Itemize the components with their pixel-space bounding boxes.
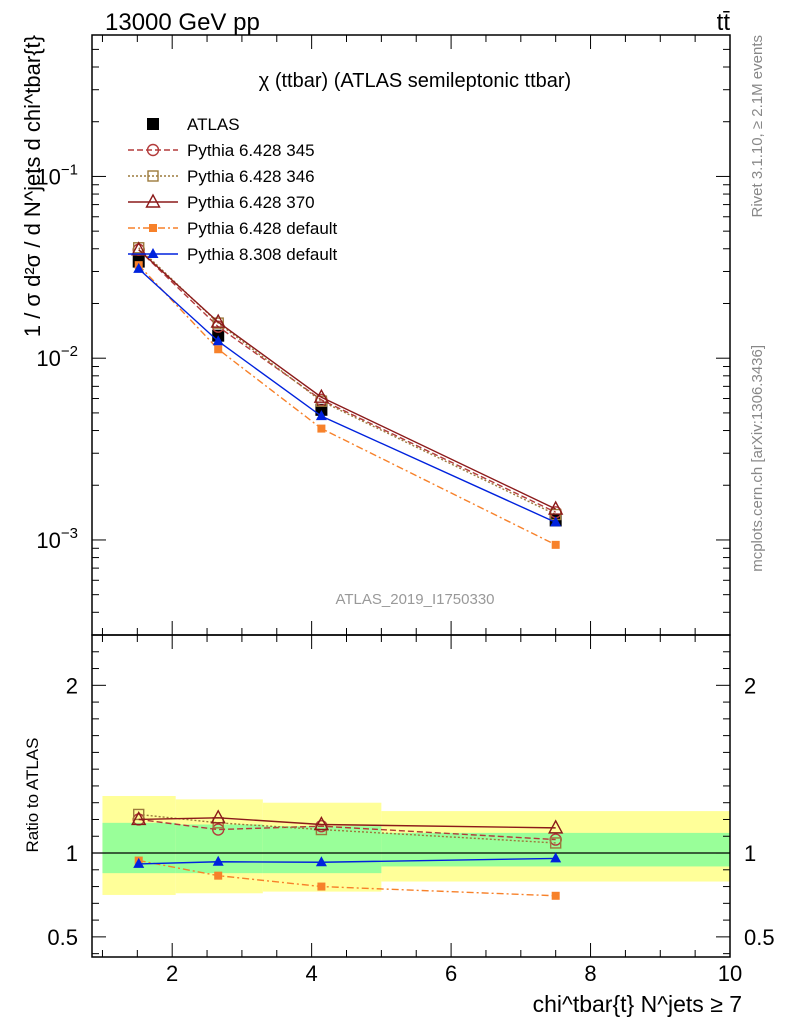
legend-item-pythia-6-428-346: Pythia 6.428 346 [128, 167, 315, 186]
legend-marker [147, 248, 159, 258]
y-tick-label: 10−3 [36, 525, 78, 553]
main-series-line-pythia-6-428-345 [138, 249, 556, 513]
y-tick-label: 10−2 [36, 343, 78, 371]
ratio-point-pythia-6-428-default [214, 871, 223, 880]
main-point-pythia-6-428-default [317, 424, 326, 433]
ratio-y-axis-label: Ratio to ATLAS [23, 738, 42, 853]
source-label: mcplots.cern.ch [arXiv:1306.3436] [749, 345, 766, 572]
legend-item-pythia-6-428-default: Pythia 6.428 default [128, 219, 338, 238]
ratio-point-pythia-8-308-default [315, 856, 327, 867]
x-tick-label: 2 [166, 961, 178, 986]
y-tick-label-right: 2 [744, 673, 756, 698]
main-point-pythia-6-428-346 [315, 395, 328, 407]
legend-marker [147, 170, 159, 182]
x-tick-label: 10 [718, 961, 742, 986]
ratio-point-pythia-6-428-370 [313, 816, 330, 831]
ratio-panel-ticks: 2 4 6 8 100.5 0.51 12 2 [47, 635, 775, 986]
y-tick-label: 0.5 [47, 925, 78, 950]
legend-marker [147, 118, 159, 130]
legend-item-pythia-6-428-370: Pythia 6.428 370 [128, 193, 315, 212]
legend-item-pythia-6-428-345: Pythia 6.428 345 [128, 141, 315, 160]
main-y-axis-label: 1 / σ d²σ / d N^jets d chi^tbar{t} [20, 35, 45, 337]
main-panel-ticks: 10−310−210−1 [36, 35, 731, 636]
main-point-pythia-6-428-370 [131, 241, 147, 256]
header-energy-label: 13000 GeV pp [105, 9, 260, 36]
ratio-series-line-pythia-8-308-default [138, 857, 556, 865]
main-point-pythia-8-308-default [133, 262, 145, 273]
ratio-point-pythia-6-428-345 [212, 823, 225, 836]
y-tick-label: 1 [66, 841, 78, 866]
y-tick-label-right: 1 [744, 841, 756, 866]
ratio-panel-frame [91, 634, 731, 958]
main-point-pythia-6-428-370 [210, 313, 226, 328]
main-point-pythia-6-428-370 [313, 388, 330, 403]
ratio-series-line-pythia-6-428-default [138, 859, 556, 897]
ratio-point-pythia-8-308-default [133, 857, 145, 868]
main-point-pythia-6-428-default [551, 540, 560, 549]
main-point-pythia-8-308-default [550, 516, 562, 527]
ratio-point-pythia-6-428-370 [548, 819, 564, 834]
legend-marker [145, 193, 161, 208]
analysis-watermark: ATLAS_2019_I1750330 [335, 591, 494, 608]
x-tick-label: 8 [584, 961, 596, 986]
x-tick-label: 6 [445, 961, 457, 986]
main-panel-series [131, 241, 564, 549]
main-point-pythia-8-308-default [315, 410, 327, 421]
uncertainty-band-green [175, 824, 263, 874]
legend-marker [146, 143, 160, 157]
legend-label: Pythia 8.308 default [187, 245, 338, 264]
legend-label: ATLAS [187, 115, 240, 134]
main-point-pythia-6-428-370 [548, 500, 564, 515]
ratio-point-pythia-6-428-370 [210, 809, 226, 824]
main-point-pythia-8-308-default [212, 335, 224, 346]
ratio-point-pythia-6-428-370 [131, 811, 147, 826]
header-process-label: tt̄ [717, 9, 731, 36]
main-series-line-pythia-8-308-default [138, 268, 556, 523]
main-title: χ (ttbar) (ATLAS semileptonic ttbar) [259, 70, 571, 92]
rivet-version-label: Rivet 3.1.10, ≥ 2.1M events [749, 35, 766, 218]
ratio-panel-series [131, 808, 564, 900]
legend-label: Pythia 6.428 370 [187, 193, 315, 212]
legend-item-pythia-8-308-default: Pythia 8.308 default [128, 245, 338, 264]
main-series-line-pythia-6-428-346 [138, 247, 556, 516]
ratio-point-pythia-8-308-default [212, 855, 224, 866]
legend-label: Pythia 6.428 default [187, 219, 338, 238]
ratio-point-pythia-8-308-default [550, 852, 562, 863]
legend-label: Pythia 6.428 345 [187, 141, 315, 160]
y-tick-label-right: 0.5 [744, 925, 775, 950]
main-series-line-pythia-6-428-default [138, 264, 556, 546]
legend-label: Pythia 6.428 346 [187, 167, 315, 186]
ratio-series-line-pythia-6-428-370 [138, 817, 556, 829]
ratio-point-pythia-6-428-default [551, 891, 560, 900]
legend-marker [149, 224, 157, 232]
main-point-pythia-6-428-default [214, 345, 223, 354]
ratio-series-line-pythia-6-428-346 [138, 813, 556, 844]
legend: ATLAS Pythia 6.428 345 Pythia 6.428 346 Pyt… [128, 115, 338, 264]
legend-item-atlas: ATLAS [147, 115, 240, 134]
x-axis-label: chi^tbar{t} N^jets ≥ 7 [533, 991, 742, 1017]
ratio-series-line-pythia-6-428-345 [138, 818, 556, 841]
ratio-point-pythia-6-428-346 [549, 837, 562, 849]
x-tick-label: 4 [306, 961, 318, 986]
ratio-point-pythia-6-428-default [317, 882, 326, 891]
main-series-line-pythia-6-428-370 [138, 249, 556, 510]
ratio-panel-bands [102, 796, 730, 895]
y-tick-label: 2 [66, 673, 78, 698]
